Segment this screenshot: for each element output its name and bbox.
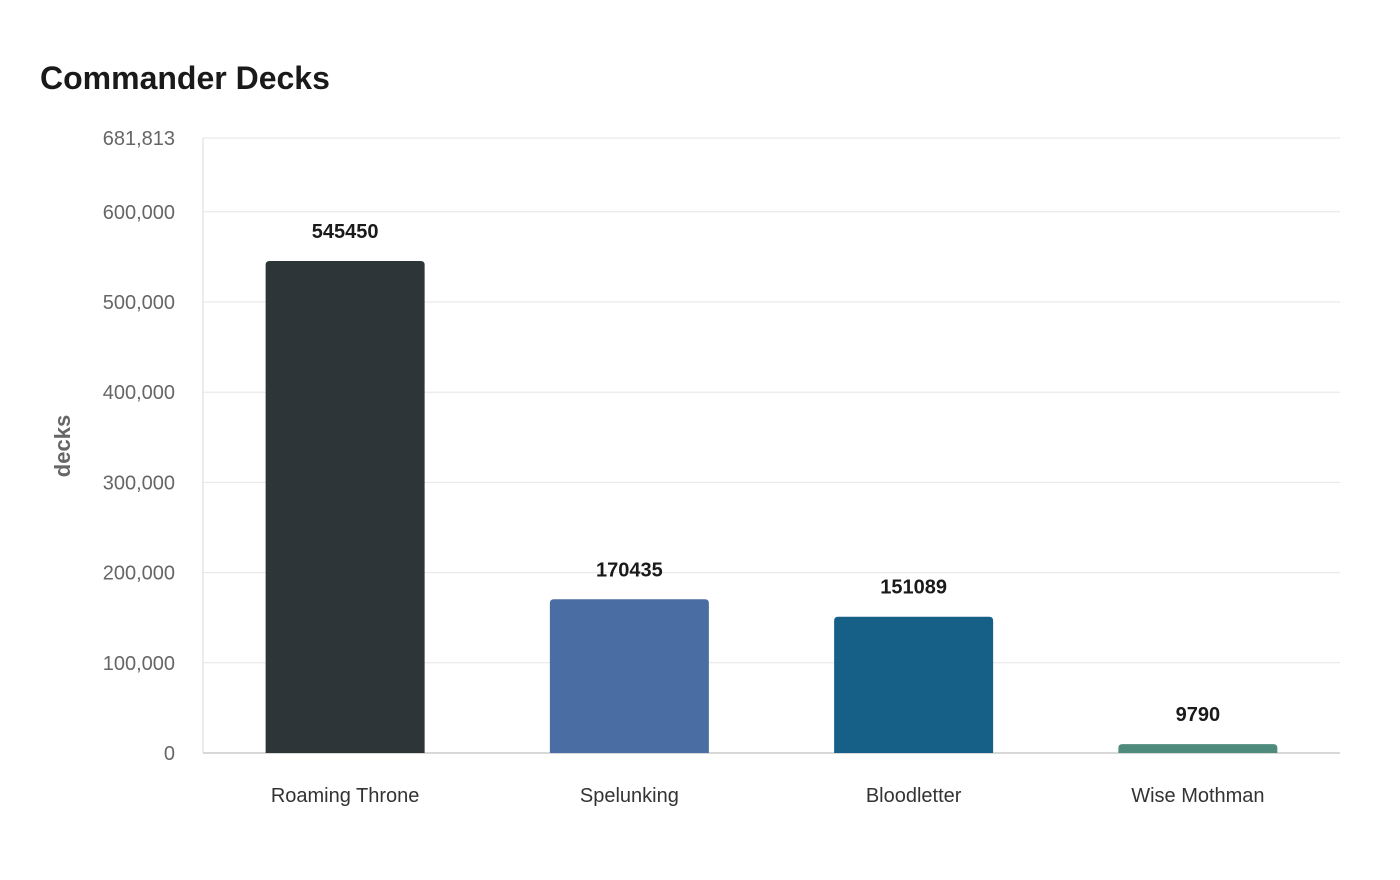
data-label: 151089 (880, 577, 947, 599)
y-axis-title: decks (50, 415, 75, 477)
x-tick-label: Roaming Throne (271, 785, 420, 807)
x-tick-label: Bloodletter (866, 785, 962, 807)
bars (265, 261, 1278, 753)
y-tick-label: 300,000 (103, 472, 175, 494)
bar-roaming-throne[interactable] (265, 261, 425, 753)
x-tick-label: Wise Mothman (1131, 785, 1264, 807)
data-label: 9790 (1176, 704, 1221, 726)
chart-title: Commander Decks (40, 60, 330, 96)
data-label: 545450 (312, 221, 379, 243)
y-tick-label: 100,000 (103, 653, 175, 675)
y-tick-label: 600,000 (103, 202, 175, 224)
bar-wise-mothman[interactable] (1118, 744, 1278, 753)
y-tick-label: 200,000 (103, 563, 175, 585)
data-label: 170435 (596, 559, 663, 581)
bar-bloodletter[interactable] (834, 616, 994, 753)
x-tick-label: Spelunking (580, 785, 679, 807)
y-tick-label: 400,000 (103, 382, 175, 404)
y-tick-label: 681,813 (103, 128, 175, 150)
bar-spelunking[interactable] (549, 599, 709, 753)
y-tick-label: 0 (164, 743, 175, 765)
y-tick-label: 500,000 (103, 292, 175, 314)
labels: 0 100,000 200,000 300,000 400,000 500,000 600,… (103, 128, 1265, 807)
